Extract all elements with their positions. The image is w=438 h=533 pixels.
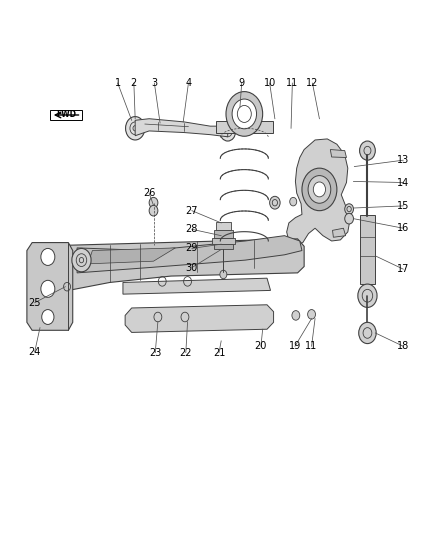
Circle shape: [226, 92, 263, 136]
Text: 13: 13: [397, 155, 410, 165]
Polygon shape: [77, 236, 302, 273]
Circle shape: [41, 248, 55, 265]
Text: 9: 9: [239, 78, 245, 88]
Circle shape: [149, 205, 158, 216]
Text: 26: 26: [143, 188, 155, 198]
Text: 4: 4: [185, 78, 191, 88]
Text: 15: 15: [397, 201, 410, 211]
Text: 12: 12: [306, 78, 318, 88]
Circle shape: [345, 213, 353, 224]
Polygon shape: [135, 119, 228, 137]
Text: 14: 14: [397, 177, 410, 188]
Circle shape: [42, 310, 54, 325]
Text: 21: 21: [213, 348, 225, 358]
Circle shape: [149, 197, 158, 208]
Text: 22: 22: [180, 348, 192, 358]
Circle shape: [220, 270, 227, 279]
Circle shape: [358, 284, 377, 308]
Circle shape: [232, 99, 257, 129]
Text: 23: 23: [149, 348, 162, 358]
Text: 2: 2: [131, 78, 137, 88]
Circle shape: [220, 122, 236, 141]
Circle shape: [154, 312, 162, 322]
Circle shape: [345, 204, 353, 214]
Bar: [214, 230, 233, 238]
Circle shape: [360, 141, 375, 160]
Text: 29: 29: [186, 244, 198, 253]
Text: 25: 25: [28, 297, 41, 308]
Circle shape: [313, 182, 325, 197]
Bar: [216, 121, 273, 133]
Bar: [218, 240, 271, 251]
Text: 11: 11: [286, 78, 298, 88]
Circle shape: [126, 117, 145, 140]
Text: 18: 18: [397, 341, 410, 351]
Circle shape: [359, 322, 376, 344]
Text: 30: 30: [186, 263, 198, 272]
Text: 20: 20: [255, 341, 267, 351]
Text: 17: 17: [397, 264, 410, 274]
Text: 24: 24: [28, 346, 41, 357]
Polygon shape: [68, 239, 304, 290]
Text: FWD: FWD: [56, 110, 76, 119]
Circle shape: [270, 196, 280, 209]
Bar: [214, 244, 233, 249]
Polygon shape: [88, 248, 175, 264]
Bar: [360, 215, 375, 284]
Circle shape: [181, 312, 189, 322]
Text: 3: 3: [151, 78, 157, 88]
Circle shape: [302, 168, 337, 211]
Circle shape: [72, 248, 91, 272]
Circle shape: [292, 311, 300, 320]
Polygon shape: [27, 243, 73, 330]
Text: 1: 1: [115, 78, 121, 88]
Text: 16: 16: [397, 223, 410, 233]
Text: 28: 28: [186, 224, 198, 235]
Polygon shape: [332, 228, 346, 237]
Text: 19: 19: [289, 341, 301, 351]
Circle shape: [307, 310, 315, 319]
Bar: [212, 238, 235, 244]
Polygon shape: [287, 139, 350, 245]
Circle shape: [41, 280, 55, 297]
Text: 27: 27: [186, 206, 198, 216]
Bar: [49, 110, 82, 120]
Circle shape: [290, 197, 297, 206]
Text: 10: 10: [264, 78, 276, 88]
Text: 11: 11: [305, 341, 318, 351]
Circle shape: [308, 175, 331, 203]
Polygon shape: [330, 150, 346, 158]
Polygon shape: [123, 278, 271, 294]
Bar: [215, 222, 231, 230]
Polygon shape: [125, 305, 274, 333]
